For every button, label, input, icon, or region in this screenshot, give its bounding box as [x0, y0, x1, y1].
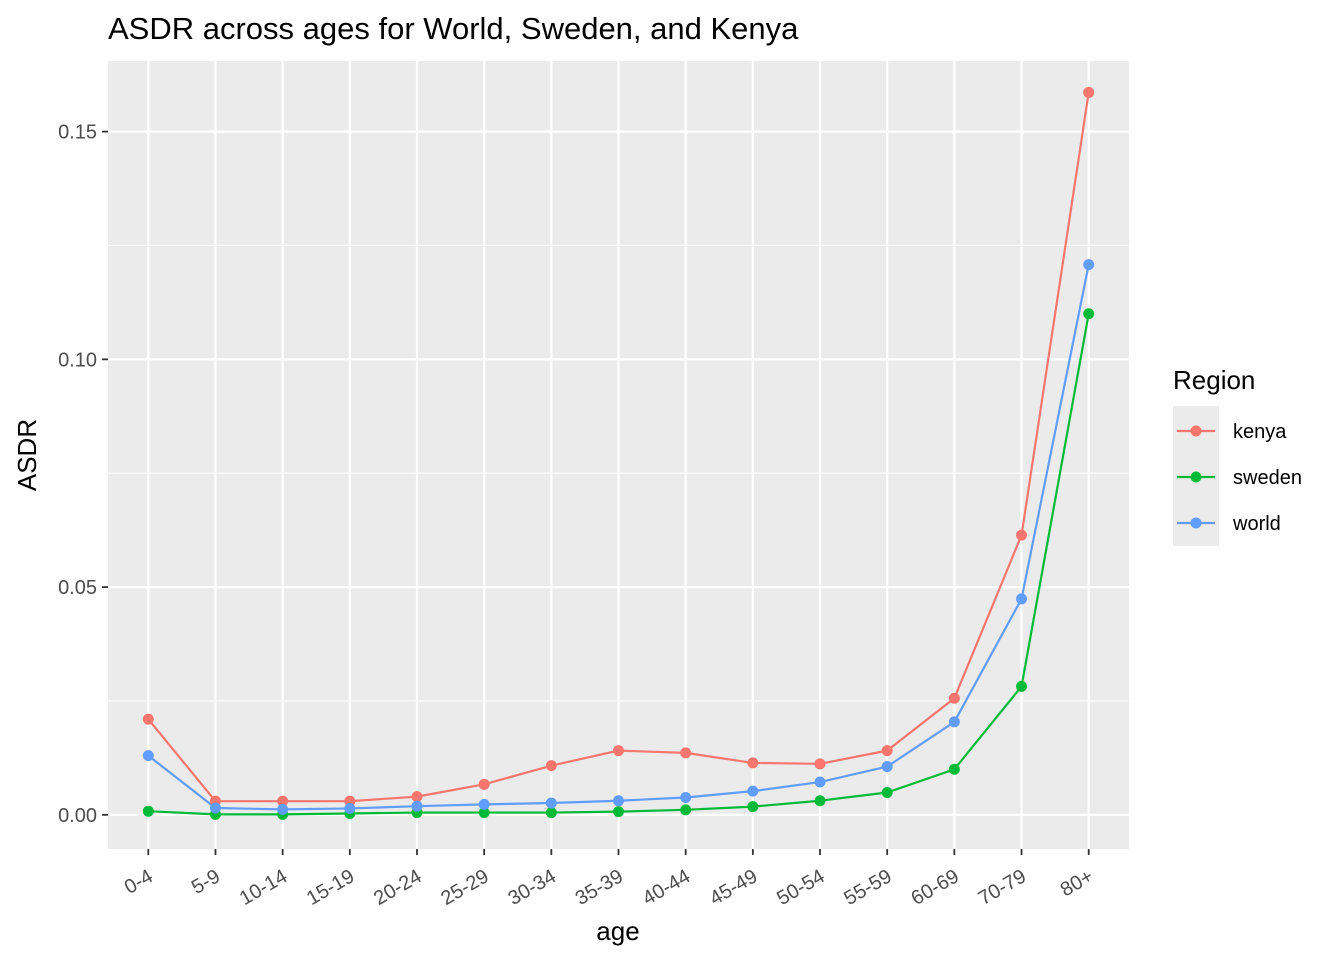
y-axis: 0.00 0.05 0.10 0.15 — [58, 122, 108, 827]
data-point-kenya — [814, 758, 826, 770]
x-tick-label: 80+ — [1057, 865, 1097, 901]
legend-key-point-kenya — [1190, 425, 1202, 437]
data-point-sweden — [881, 787, 893, 799]
data-point-world — [1016, 593, 1028, 605]
data-point-sweden — [948, 763, 960, 775]
series-layer — [142, 86, 1095, 820]
y-tick-label: 0.10 — [58, 349, 97, 371]
data-point-world — [411, 800, 423, 812]
x-tick-label: 5-9 — [188, 865, 224, 899]
data-point-sweden — [478, 807, 490, 819]
x-tick-label: 25-29 — [437, 865, 492, 910]
data-point-world — [881, 761, 893, 773]
data-point-kenya — [881, 745, 893, 757]
data-point-world — [948, 716, 960, 728]
x-axis-title: age — [596, 916, 639, 946]
x-axis: 0-4 5-9 10-14 15-19 20-24 25-29 30-34 35-39 40-4… — [121, 849, 1097, 910]
x-tick-label: 0-4 — [121, 865, 157, 899]
data-point-world — [814, 776, 826, 788]
data-point-kenya — [1083, 86, 1095, 98]
data-point-world — [747, 785, 759, 797]
data-point-kenya — [680, 747, 692, 759]
data-point-sweden — [747, 801, 759, 813]
x-tick-label: 20-24 — [370, 865, 425, 910]
data-point-sweden — [680, 804, 692, 816]
data-point-kenya — [142, 713, 154, 725]
x-tick-label: 60-69 — [908, 865, 963, 910]
y-tick-label: 0.15 — [58, 122, 97, 144]
x-tick-label: 10-14 — [236, 865, 291, 910]
x-tick-label: 35-39 — [572, 865, 627, 910]
data-point-kenya — [948, 692, 960, 704]
x-tick-label: 30-34 — [505, 865, 560, 910]
legend-key-point-sweden — [1190, 471, 1202, 483]
data-point-world — [545, 797, 557, 809]
data-point-world — [613, 795, 624, 807]
legend-title: Region — [1173, 365, 1255, 395]
legend-key-point-world — [1190, 517, 1202, 529]
data-point-world — [142, 750, 154, 762]
data-point-kenya — [545, 760, 557, 772]
chart-title: ASDR across ages for World, Sweden, and … — [108, 11, 799, 46]
legend-label-world: world — [1232, 513, 1281, 535]
data-point-world — [680, 792, 692, 804]
data-point-kenya — [613, 745, 624, 757]
y-axis-title: ASDR — [12, 419, 42, 491]
data-point-kenya — [277, 795, 289, 807]
y-tick-label: 0.05 — [58, 577, 97, 599]
data-point-world — [344, 802, 356, 814]
data-point-sweden — [1083, 308, 1095, 320]
data-point-world — [1083, 259, 1095, 271]
data-point-kenya — [411, 791, 423, 803]
data-point-sweden — [613, 806, 624, 818]
legend: Region kenya sweden world — [1173, 365, 1302, 546]
x-tick-label: 40-44 — [639, 865, 694, 910]
x-tick-label: 15-19 — [303, 865, 358, 910]
data-point-sweden — [545, 807, 557, 819]
x-tick-label: 70-79 — [975, 865, 1030, 910]
x-tick-label: 55-59 — [840, 865, 895, 910]
legend-label-kenya: kenya — [1233, 421, 1287, 443]
data-point-sweden — [814, 795, 826, 807]
data-point-sweden — [1016, 680, 1028, 692]
data-point-kenya — [747, 757, 759, 769]
x-tick-label: 50-54 — [773, 865, 828, 910]
data-point-world — [209, 802, 221, 814]
x-tick-label: 45-49 — [706, 865, 761, 910]
data-point-kenya — [478, 778, 490, 790]
data-point-kenya — [1016, 529, 1028, 541]
data-point-world — [277, 803, 289, 815]
legend-label-sweden: sweden — [1233, 467, 1302, 489]
data-point-world — [478, 798, 490, 810]
y-tick-label: 0.00 — [58, 805, 97, 827]
data-point-sweden — [142, 805, 154, 817]
